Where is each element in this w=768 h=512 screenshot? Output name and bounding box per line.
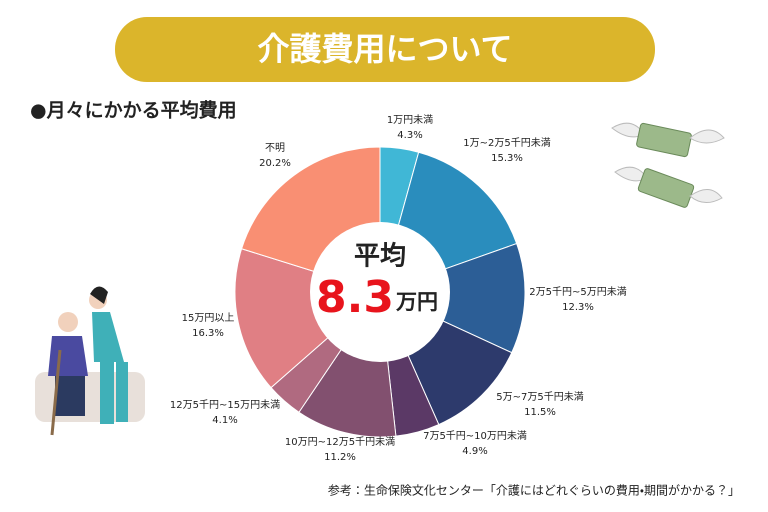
- slice-value-label: 4.9%: [462, 446, 487, 457]
- slice-value-label: 4.1%: [212, 415, 237, 426]
- center-unit: 万円: [395, 290, 438, 314]
- slice-value-label: 11.5%: [524, 407, 556, 418]
- pie-slice: [378, 242, 526, 354]
- slice-category-label: 不明: [265, 142, 285, 154]
- slice-category-label: 1万~2万5千円未満: [463, 137, 550, 149]
- slice-value-label: 15.3%: [491, 153, 523, 164]
- center-value: 8.3: [316, 272, 394, 323]
- center-label: 平均: [354, 242, 406, 272]
- care-illustration: [35, 286, 145, 436]
- chart-title: 介護費用について: [257, 30, 512, 68]
- slice-category-label: 10万円~12万5千円未満: [285, 436, 395, 448]
- slice-category-label: 15万円以上: [182, 312, 235, 324]
- slice-value-label: 16.3%: [192, 328, 224, 339]
- slice-category-label: 1万円未満: [387, 114, 433, 126]
- slice-value-label: 20.2%: [259, 158, 291, 169]
- slice-category-label: 2万5千円~5万円未満: [529, 286, 626, 298]
- donut-hole: [310, 222, 450, 362]
- slice-value-label: 12.3%: [562, 302, 594, 313]
- slice-category-label: 5万~7万5千円未満: [496, 391, 583, 403]
- title-banner: [115, 17, 655, 82]
- slice-category-label: 12万5千円~15万円未満: [170, 399, 280, 411]
- chart-subtitle: ●月々にかかる平均費用: [30, 99, 237, 122]
- slice-category-label: 7万5千円~10万円未満: [423, 430, 527, 442]
- slice-value-label: 4.3%: [397, 130, 422, 141]
- slice-value-label: 11.2%: [324, 452, 356, 463]
- money-illustration: [611, 122, 725, 208]
- source-note: 参考：生命保険文化センター「介護にはどれぐらいの費用・期間がかかる？」: [328, 483, 740, 498]
